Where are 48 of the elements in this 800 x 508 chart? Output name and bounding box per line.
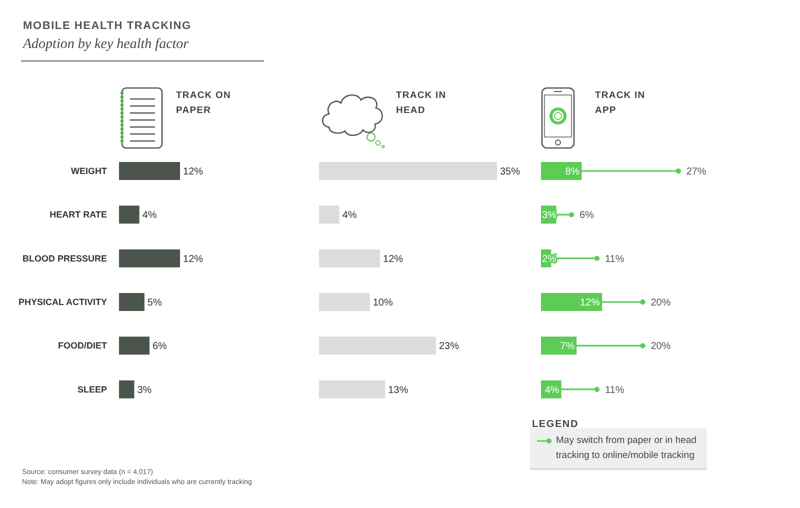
bar — [119, 162, 180, 180]
bar — [319, 249, 380, 268]
bar — [119, 380, 134, 398]
data-label: 13% — [388, 384, 408, 396]
data-label: 5% — [147, 298, 162, 308]
data-label: 10% — [372, 298, 393, 308]
bar — [319, 336, 436, 355]
y-tick-label: WEIGHT — [71, 166, 108, 176]
y-tick-label: SLEEP — [77, 384, 107, 394]
data-label: 12% — [383, 254, 404, 265]
bar — [119, 206, 140, 224]
legend-title: LEGEND — [532, 419, 578, 430]
text: MOBILE HEALTH TRACKING — [23, 20, 192, 32]
data-label: 3% — [137, 384, 152, 396]
text: Adoption by key health factor — [23, 37, 189, 53]
bar — [119, 249, 180, 268]
y-tick-label: PHYSICAL ACTIVITY — [18, 296, 107, 307]
bar — [319, 380, 386, 398]
data-label: 12% — [183, 254, 204, 265]
bar — [319, 293, 370, 311]
data-label: 4% — [342, 210, 357, 222]
data-label: 23% — [438, 341, 460, 352]
data-label: 11% — [604, 254, 624, 265]
y-tick-label: FOOD/DIET — [58, 340, 108, 351]
y-tick-label: BLOOD PRESSURE — [22, 253, 107, 264]
data-label: 35% — [500, 166, 520, 178]
bar — [119, 336, 150, 355]
data-label: 3% — [542, 210, 557, 222]
data-label: 11% — [604, 384, 624, 396]
data-label: 4% — [544, 384, 560, 396]
data-label: 6% — [580, 210, 594, 222]
legend-label: May switch from paper or in head tracking to online/mobile tracking — [556, 434, 698, 463]
data-label: 6% — [152, 341, 168, 352]
data-label: 12% — [183, 166, 204, 178]
data-label: 20% — [650, 298, 671, 308]
chart-title: TRACK IN APP — [595, 89, 646, 118]
bar — [319, 206, 340, 224]
y-tick-label: HEART RATE — [50, 210, 107, 220]
data-label: 4% — [142, 210, 157, 222]
data-label: 27% — [686, 166, 706, 178]
data-label: 12% — [580, 298, 600, 308]
text: TRACK ON PAPER — [176, 89, 232, 118]
data-label: 8% — [565, 166, 580, 178]
data-label: 7% — [560, 341, 575, 352]
chart-title: TRACK IN HEAD — [396, 89, 448, 118]
data-label: 20% — [650, 341, 671, 352]
bar — [319, 162, 497, 180]
bar — [119, 293, 144, 311]
